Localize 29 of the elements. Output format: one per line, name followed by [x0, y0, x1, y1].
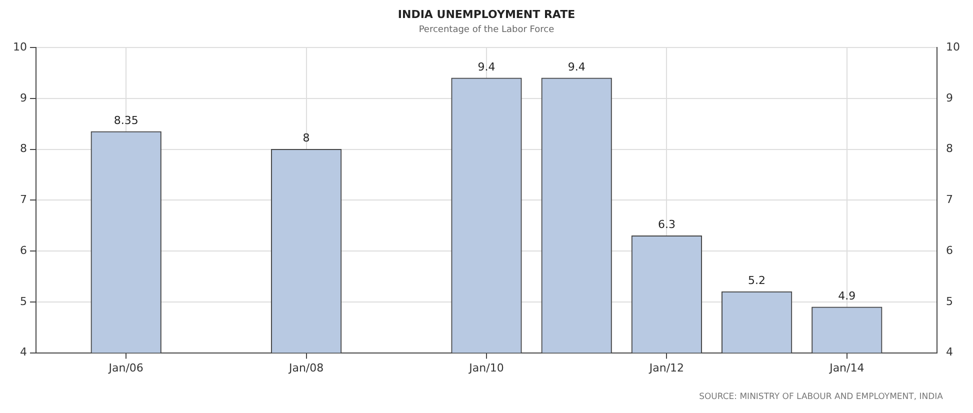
- x-tick-label: Jan/08: [288, 361, 324, 374]
- data-label: 6.3: [658, 218, 676, 232]
- y-tick-label: 4: [20, 346, 27, 359]
- y-tick-label: 10: [12, 40, 27, 54]
- data-label: 8.35: [114, 114, 138, 127]
- data-label: 5.2: [748, 274, 766, 288]
- y-tick-label: 7: [20, 193, 27, 206]
- y-tick-label: 5: [20, 294, 27, 308]
- x-tick-label: Jan/12: [648, 361, 684, 374]
- source-note: SOURCE: MINISTRY OF LABOUR AND EMPLOYMENT, INDIA: [699, 392, 943, 402]
- y2-tick-label: 6: [946, 244, 954, 257]
- y2-tick-label: 4: [946, 346, 954, 359]
- x-tick-label: Jan/06: [108, 361, 144, 374]
- data-label: 9.4: [568, 60, 586, 74]
- data-label: 4.9: [838, 289, 856, 302]
- data-label: 8: [302, 132, 310, 145]
- y2-tick-label: 7: [946, 193, 954, 206]
- x-tick-label: Jan/10: [468, 361, 504, 374]
- y-tick-label: 8: [20, 142, 27, 156]
- y2-tick-label: 10: [946, 40, 960, 54]
- y2-tick-label: 8: [946, 142, 954, 156]
- y2-tick-label: 9: [946, 91, 954, 104]
- y-tick-label: 6: [20, 244, 27, 257]
- x-tick-label: Jan/14: [828, 361, 864, 374]
- chart-subtitle: Percentage of the Labor Force: [418, 25, 556, 35]
- chart-title: INDIA UNEMPLOYMENT RATE: [396, 8, 576, 21]
- y-tick-label: 9: [20, 91, 27, 104]
- data-label: 9.4: [478, 60, 496, 74]
- y2-tick-label: 5: [946, 294, 954, 308]
